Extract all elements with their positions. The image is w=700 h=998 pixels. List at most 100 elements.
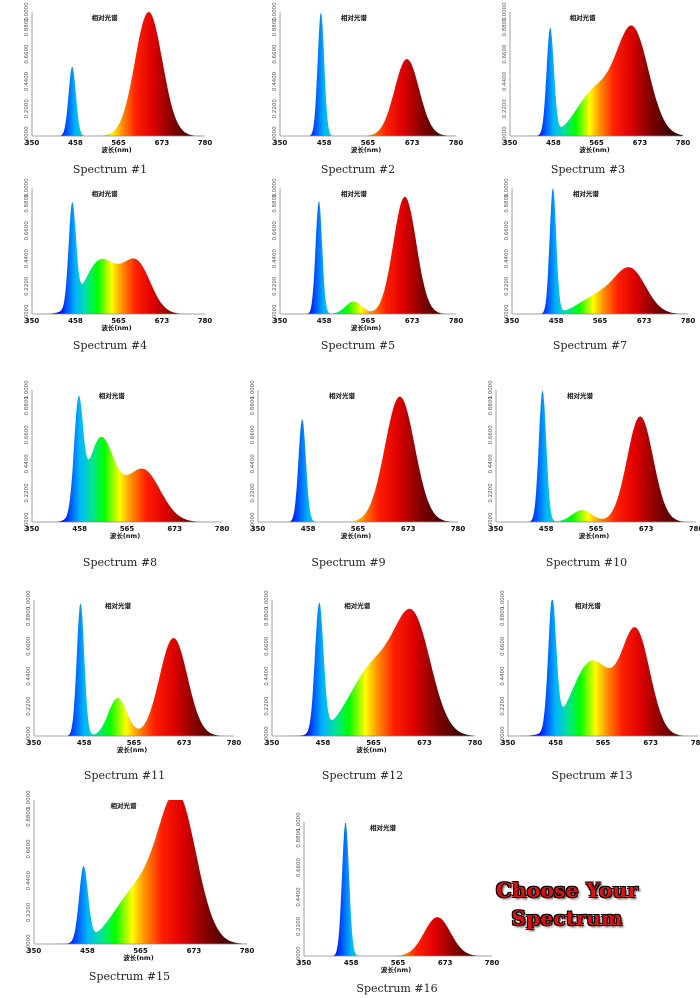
spectrum-3-y-tick: 0.4400	[502, 71, 508, 91]
spectrum-13-y-tick: 1.0000	[500, 590, 506, 610]
spectrum-1-x-tick: 780	[198, 139, 213, 147]
spectrum-8-y-tick: 1.0000	[24, 380, 30, 400]
spectrum-15-x-tick: 565	[133, 947, 148, 955]
spectrum-7-y-tick: 0.4400	[504, 248, 510, 268]
spectrum-7-caption: Spectrum #7	[552, 339, 628, 352]
spectrum-4-y-tick: 1.0000	[24, 178, 30, 198]
spectrum-1-title: 相对光谱	[92, 13, 119, 22]
spectrum-16-y-tick: 1.0000	[296, 812, 302, 832]
spectrum-9-x-tick: 458	[301, 525, 316, 533]
spectrum-1-y-tick: 1.0000	[24, 2, 30, 22]
spectrum-12-y-tick: 0.8800	[264, 606, 270, 626]
spectrum-4-x-tick: 673	[155, 317, 170, 325]
spectrum-7-y-tick: 1.0000	[504, 178, 510, 198]
spectrum-7-y-tick: 0.0000	[504, 304, 510, 324]
spectrum-1-y-tick: 0.0000	[24, 126, 30, 146]
spectrum-5-y-tick: 1.0000	[272, 178, 278, 198]
spectrum-5-x-tick: 673	[405, 317, 420, 325]
spectrum-11-y-tick: 1.0000	[26, 590, 32, 610]
spectrum-12-y-tick: 1.0000	[264, 590, 270, 610]
spectrum-9-x-tick: 565	[351, 525, 366, 533]
spectrum-12-y-tick: 0.2200	[264, 696, 270, 716]
spectrum-4-x-tick: 458	[68, 317, 83, 325]
spectrum-4-x-tick: 350	[25, 317, 40, 325]
spectrum-4-y-tick: 0.6600	[24, 221, 30, 241]
spectrum-3-area	[510, 25, 683, 136]
spectrum-4-x-tick: 780	[198, 317, 213, 325]
spectrum-9-x-tick: 780	[451, 525, 466, 533]
spectrum-10-caption: Spectrum #10	[545, 556, 628, 569]
spectrum-7-chart: 0.0000 0.2200 0.4400 0.6600 0.8800 1.0000 350 4…	[490, 178, 695, 336]
spectrum-11-x-tick: 350	[27, 739, 42, 747]
spectrum-10-y-tick: 1.0000	[488, 380, 494, 400]
spectrum-9-y-tick: 1.0000	[250, 380, 256, 400]
spectrum-9-y-tick: 0.4400	[250, 454, 256, 474]
spectrum-12-title: 相对光谱	[344, 601, 371, 610]
spectrum-2-y-tick: 0.4400	[272, 71, 278, 91]
spectrum-9-y-tick: 0.2200	[250, 483, 256, 503]
spectrum-15-y-tick: 0.6600	[26, 839, 32, 859]
spectrum-7-y-tick: 0.6600	[504, 221, 510, 241]
spectrum-8-chart: 0.0000 0.2200 0.4400 0.6600 0.8800 1.0000 350 4…	[10, 380, 229, 544]
spectrum-1-x-tick: 565	[111, 139, 126, 147]
spectrum-9-y-tick: 0.6600	[250, 425, 256, 445]
spectrum-10-title: 相对光谱	[567, 391, 594, 400]
spectrum-2-x-label: 波长(nm)	[351, 145, 381, 154]
spectrum-2-x-tick: 350	[273, 139, 288, 147]
spectrum-1-y-tick: 0.2000	[24, 99, 30, 119]
spectrum-5-y-tick: 0.6600	[272, 221, 278, 241]
spectrum-16-y-tick: 0.4400	[296, 887, 302, 907]
spectrum-7-x-tick: 565	[593, 317, 608, 325]
spectrum-1-x-tick: 673	[155, 139, 170, 147]
spectrum-11-x-label: 波长(nm)	[117, 745, 147, 754]
spectrum-3-x-tick: 780	[676, 139, 691, 147]
spectrum-9-x-tick: 350	[251, 525, 266, 533]
spectrum-4-caption: Spectrum #4	[72, 339, 148, 352]
spectrum-1-caption: Spectrum #1	[72, 163, 148, 176]
spectrum-9-x-label: 波长(nm)	[341, 531, 371, 540]
spectrum-15-x-tick: 673	[187, 947, 202, 955]
spectrum-15-y-tick: 0.0000	[26, 934, 32, 954]
spectrum-8-x-tick: 458	[72, 525, 87, 533]
spectrum-8-x-tick: 673	[167, 525, 182, 533]
spectrum-13-area	[508, 600, 698, 736]
spectrum-13-x-tick: 565	[596, 739, 611, 747]
spectrum-16-y-tick: 0.6600	[296, 857, 302, 877]
spectrum-2-title: 相对光谱	[341, 13, 368, 22]
spectrum-10-y-tick: 0.8800	[488, 396, 494, 416]
spectrum-12-x-tick: 780	[468, 739, 483, 747]
spectrum-1-x-tick: 458	[68, 139, 83, 147]
spectrum-7-x-tick: 350	[505, 317, 520, 325]
spectrum-1-x-tick: 350	[25, 139, 40, 147]
spectrum-11-title: 相对光谱	[105, 601, 132, 610]
spectrum-5-y-tick: 0.0000	[272, 304, 278, 324]
spectrum-7-title: 相对光谱	[573, 189, 600, 198]
spectrum-2-x-tick: 565	[361, 139, 376, 147]
spectrum-10-x-tick: 565	[589, 525, 604, 533]
spectrum-10-y-tick: 0.6600	[488, 425, 494, 445]
spectrum-10-x-tick: 458	[539, 525, 554, 533]
spectrum-5-x-tick: 780	[449, 317, 464, 325]
spectrum-4-y-tick: 0.8800	[24, 193, 30, 213]
spectrum-9-chart: 0.0000 0.2200 0.4400 0.6600 0.8800 1.0000 350 4…	[236, 380, 465, 544]
spectrum-15-y-tick: 1.0000	[26, 790, 32, 810]
spectrum-8-y-tick: 0.4400	[24, 454, 30, 474]
spectrum-12-y-tick: 0.4400	[264, 666, 270, 686]
spectrum-5-chart: 0.0000 0.2200 0.4400 0.6600 0.8800 1.0000 350 4…	[258, 178, 463, 336]
spectrum-2-y-tick: 0.2200	[272, 99, 278, 119]
spectrum-10-y-tick: 0.0000	[488, 512, 494, 532]
spectrum-10-x-tick: 780	[689, 525, 700, 533]
spectrum-4-x-label: 波长(nm)	[101, 323, 131, 332]
spectrum-13-title: 相对光谱	[575, 601, 602, 610]
spectrum-9-caption: Spectrum #9	[311, 556, 386, 569]
spectrum-5-area	[280, 196, 456, 314]
spectrum-11-y-tick: 0.6600	[26, 636, 32, 656]
spectrum-2-chart: 0.0000 0.2200 0.4400 0.6600 0.8800 1.0000 350 4…	[258, 2, 463, 158]
spectrum-5-y-tick: 0.2200	[272, 276, 278, 296]
